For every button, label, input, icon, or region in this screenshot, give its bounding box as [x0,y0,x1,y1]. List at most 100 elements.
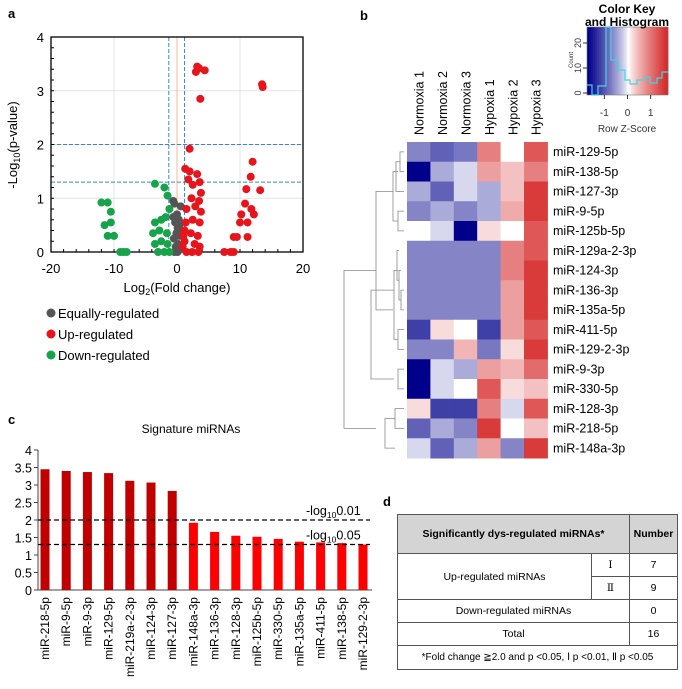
heatmap-cell [407,398,431,419]
dendrogram-branch [398,269,401,301]
color-key-swatch [631,27,634,95]
heatmap-cell [453,359,478,380]
heatmap-cell [430,418,455,439]
data-point-equally-regulated [169,213,178,222]
heatmap-cell [453,300,478,321]
heatmap-cell [500,260,525,281]
heatmap-cell [453,438,478,459]
heatmap-cell [500,142,525,163]
heatmap-cell [477,181,502,202]
heatmap-cell [453,240,478,261]
x-tick-label: miR-411-5p [314,597,328,659]
heatmap-cell [524,260,548,281]
color-key-swatch [643,27,647,95]
data-point-down-regulated [122,248,131,256]
data-point-down-regulated [97,198,106,207]
color-key-swatch [621,27,624,95]
bar-miR-125b-5p [252,536,262,590]
heatmap-cell [430,319,455,340]
data-point-down-regulated [110,231,118,240]
heatmap-cell [524,359,548,380]
color-key-swatch [649,27,653,95]
data-point-up-regulated [193,231,202,240]
panel-label-d: d [383,494,391,509]
y-tick-label: 0 [37,245,44,260]
data-point-down-regulated [149,229,158,238]
data-point-up-regulated [236,218,244,227]
heatmap-cell [524,201,548,222]
table-footnote: *Fold change ≧2.0 and p <0.05, Ⅰ p <0.01… [397,645,678,670]
y-axis-label-sub: 10 [12,153,22,163]
row-label: miR-411-5p [553,323,617,337]
legend-marker [46,308,56,318]
panel-label-a: a [8,6,16,21]
bar-miR-330-5p [273,538,283,590]
table-row: Total 16 [397,622,678,646]
row-sub: Ⅱ [591,576,630,600]
heatmap-cell [477,142,502,163]
header-cell: Number [629,514,678,554]
data-point-up-regulated [195,178,204,187]
color-key-swatch [613,27,616,95]
heatmap-cell [453,339,478,360]
x-tick-label: miR-9-5p [59,597,73,647]
y-tick-label: 4 [37,30,44,45]
data-point-down-regulated [165,205,174,213]
y-tick-label: 2 [37,138,44,153]
color-key-swatch [603,27,606,95]
data-point-up-regulated [242,185,251,194]
heatmap-cell [430,240,455,261]
x-tick-label: -20 [42,261,61,276]
data-point-up-regulated [182,205,191,213]
heatmap-cell [453,142,478,163]
heatmap-cell [407,339,431,360]
column-label: Normoxia 1 [413,71,427,135]
color-key-swatch [619,27,622,95]
dendrogram-branch [399,151,404,173]
column-label: Normoxia 2 [436,71,450,135]
ref-label-main: -log [306,529,327,543]
heatmap-cell [500,201,525,222]
heatmap-cell [500,438,525,459]
row-label: miR-135a-5p [553,303,625,317]
heatmap-cell [524,181,548,202]
x-tick-label: miR-129-2-3p [356,597,370,671]
color-key-swatch [595,27,598,95]
data-point-up-regulated [246,172,255,181]
row-label: miR-218-5p [553,422,618,436]
legend-label: Equally-regulated [58,306,159,321]
data-point-equally-regulated [170,199,179,208]
data-point-up-regulated [193,170,202,179]
heatmap-cell [430,359,455,380]
legend-label: Up-regulated [58,327,133,342]
bar-miR-129-5p [104,473,114,590]
heatmap-cell [500,339,525,360]
heatmap-cell [524,398,548,419]
heatmap-cell [477,260,502,281]
heatmap-cell [477,398,502,419]
x-axis-label-rest: (Fold change) [150,280,230,295]
color-key-swatch [593,27,596,95]
data-point-up-regulated [196,188,205,197]
row-label: miR-138-5p [553,165,618,179]
dendrogram-branch [395,161,400,192]
color-key-swatch [589,27,592,95]
data-point-up-regulated [179,231,188,240]
heatmap-cell [500,161,525,182]
heatmap-cell [500,300,525,321]
color-key-swatch [657,27,661,95]
data-point-down-regulated [155,226,164,235]
data-point-up-regulated [188,215,197,224]
heatmap-cell [477,379,502,400]
heatmap-cell [430,398,455,419]
data-point-up-regulated [232,232,241,241]
data-point-up-regulated [237,210,246,219]
heatmap-cell [430,201,455,222]
x-tick-label: miR-135a-5p [292,597,306,667]
x-tick-label: miR-129-5p [102,597,116,660]
heatmap-cell [453,280,478,301]
data-point-up-regulated [196,94,205,103]
heatmap-cell [500,319,525,340]
heatmap-cell [407,221,431,242]
color-key-swatch [665,27,669,95]
